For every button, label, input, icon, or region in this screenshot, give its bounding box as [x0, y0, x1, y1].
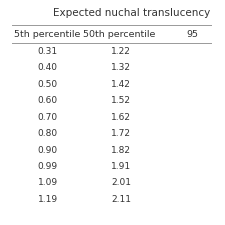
Text: 0.50: 0.50	[38, 80, 58, 89]
Text: 1.82: 1.82	[111, 146, 131, 155]
Text: 1.91: 1.91	[111, 162, 131, 171]
Text: 2.11: 2.11	[111, 195, 131, 204]
Text: Expected nuchal translucency: Expected nuchal translucency	[53, 8, 210, 18]
Text: 0.80: 0.80	[38, 129, 58, 138]
Text: 0.40: 0.40	[38, 63, 58, 72]
Text: 1.52: 1.52	[111, 96, 131, 105]
Text: 0.31: 0.31	[38, 47, 58, 56]
Text: 1.19: 1.19	[38, 195, 58, 204]
Text: 1.72: 1.72	[111, 129, 131, 138]
Text: 50th percentile: 50th percentile	[83, 30, 155, 39]
Text: 1.42: 1.42	[111, 80, 131, 89]
Text: 0.70: 0.70	[38, 113, 58, 122]
Text: 5th percentile: 5th percentile	[14, 30, 81, 39]
Text: 0.99: 0.99	[38, 162, 58, 171]
Text: 1.32: 1.32	[111, 63, 131, 72]
Text: 0.60: 0.60	[38, 96, 58, 105]
Text: 1.09: 1.09	[38, 178, 58, 187]
Text: 1.62: 1.62	[111, 113, 131, 122]
Text: 2.01: 2.01	[111, 178, 131, 187]
Text: 0.90: 0.90	[38, 146, 58, 155]
Text: 1.22: 1.22	[111, 47, 131, 56]
Text: 95: 95	[186, 30, 198, 39]
